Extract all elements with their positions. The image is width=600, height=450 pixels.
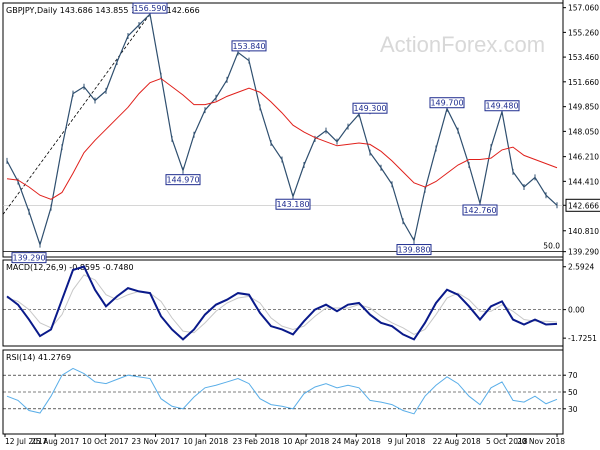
last-price-box bbox=[565, 198, 600, 212]
chart-title: GBPJPY,Daily 143.686 143.855 142.377 142… bbox=[6, 6, 200, 15]
date-tick-label: 23 Nov 2017 bbox=[132, 437, 180, 446]
rsi-line bbox=[6, 367, 558, 415]
price-tick-label: 153.460 bbox=[568, 53, 599, 62]
annotation-box bbox=[275, 198, 311, 210]
date-tick-label: 24 May 2018 bbox=[332, 437, 381, 446]
price-tick-label: 146.210 bbox=[568, 153, 599, 162]
annotation-box bbox=[462, 204, 498, 216]
annotation-label: 142.760 bbox=[463, 206, 496, 215]
annotation-label: 139.880 bbox=[397, 246, 430, 255]
price-tick-label: 155.260 bbox=[568, 28, 599, 37]
macd-signal-line bbox=[6, 274, 558, 335]
price-tick-label: 157.060 bbox=[568, 4, 599, 13]
annotation-label: 139.290 bbox=[12, 254, 45, 263]
annotation-label: 153.840 bbox=[232, 42, 265, 51]
annotation-box bbox=[352, 102, 388, 114]
date-tick-label: 10 Jan 2018 bbox=[183, 437, 228, 446]
date-tick-label: 5 Oct 2018 bbox=[486, 437, 528, 446]
moving-average-line bbox=[6, 77, 558, 200]
date-tick-label: 20 Nov 2018 bbox=[517, 437, 565, 446]
last-price-label: 142.666 bbox=[568, 201, 599, 210]
trendline bbox=[2, 13, 151, 215]
annotation-box bbox=[165, 174, 201, 186]
date-tick-label: 9 Jul 2018 bbox=[388, 437, 426, 446]
date-tick-label: 25 Aug 2017 bbox=[31, 437, 79, 446]
date-tick-label: 22 Aug 2018 bbox=[433, 437, 481, 446]
annotation-label: 149.480 bbox=[485, 102, 518, 111]
macd-label: MACD(12,26,9) -0.8595 -0.7480 bbox=[6, 263, 134, 272]
macd-tick-label: -1.7251 bbox=[568, 334, 597, 343]
price-tick-label: 139.290 bbox=[568, 248, 599, 257]
annotation-box bbox=[429, 97, 465, 109]
date-tick-label: 10 Apr 2018 bbox=[283, 437, 330, 446]
price-tick-label: 151.660 bbox=[568, 78, 599, 87]
rsi-label: RSI(14) 41.2769 bbox=[6, 353, 71, 362]
macd-line bbox=[6, 265, 558, 341]
date-tick-label: 12 Jul 2017 bbox=[5, 437, 48, 446]
rsi-tick-label: 30 bbox=[568, 405, 578, 414]
rsi-tick-label: 50 bbox=[568, 388, 578, 397]
annotation-label: 143.180 bbox=[276, 200, 309, 209]
annotation-box bbox=[396, 244, 432, 256]
fib-line-label: 50.0 bbox=[543, 242, 560, 251]
annotation-box bbox=[11, 252, 47, 264]
annotation-box bbox=[484, 100, 520, 112]
annotation-label: 149.300 bbox=[353, 104, 386, 113]
date-tick-label: 10 Oct 2017 bbox=[82, 437, 129, 446]
macd-tick-label: 0.00 bbox=[568, 306, 585, 315]
macd-panel bbox=[2, 259, 564, 347]
annotation-box bbox=[231, 40, 267, 52]
date-tick-label: 23 Feb 2018 bbox=[233, 437, 280, 446]
annotation-label: 149.700 bbox=[430, 99, 463, 108]
price-tick-label: 148.050 bbox=[568, 127, 599, 136]
annotation-label: 156.590 bbox=[133, 4, 166, 13]
annotation-box bbox=[132, 2, 168, 14]
watermark-text: ActionForex.com bbox=[380, 32, 545, 57]
annotation-label: 144.970 bbox=[166, 176, 199, 185]
price-tick-label: 149.850 bbox=[568, 103, 599, 112]
price-tick-label: 140.810 bbox=[568, 227, 599, 236]
price-tick-label: 144.410 bbox=[568, 177, 599, 186]
rsi-tick-label: 70 bbox=[568, 371, 578, 380]
macd-tick-label: 2.5924 bbox=[568, 263, 594, 272]
